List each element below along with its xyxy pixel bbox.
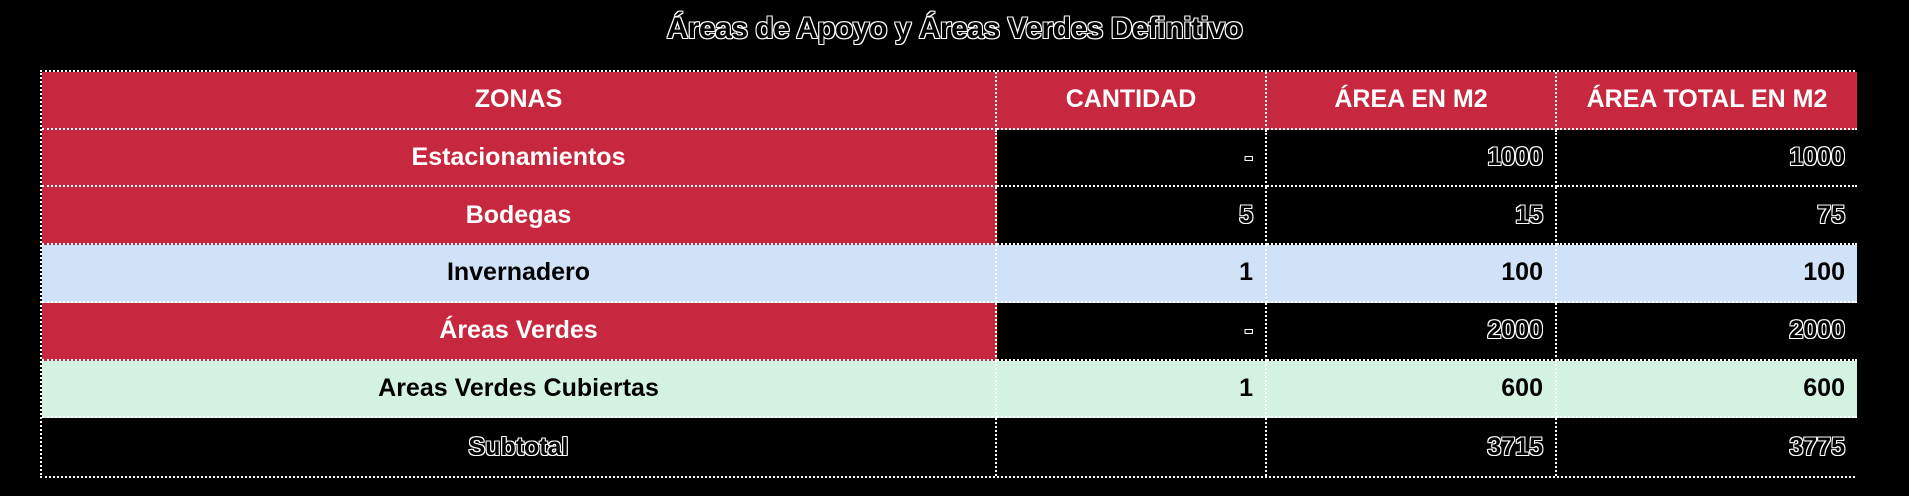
subtotal-area: 3715 — [1267, 418, 1557, 476]
area-cell: 15 — [1267, 187, 1557, 246]
area-total-cell: 2000 — [1557, 302, 1857, 361]
cantidad-cell: 1 — [997, 245, 1267, 303]
subtotal-cantidad — [997, 418, 1267, 476]
header-area-total: ÁREA TOTAL EN M2 — [1557, 72, 1857, 130]
area-total-cell: 100 — [1557, 245, 1857, 303]
header-cantidad: CANTIDAD — [997, 72, 1267, 130]
cantidad-cell: 1 — [997, 360, 1267, 419]
zona-cell: Invernadero — [42, 245, 997, 303]
zona-cell: Áreas Verdes — [42, 302, 997, 361]
cantidad-cell: - — [997, 302, 1267, 361]
subtotal-area-total: 3775 — [1557, 418, 1857, 476]
zona-cell: Estacionamientos — [42, 129, 997, 188]
area-total-cell: 600 — [1557, 360, 1857, 419]
cantidad-cell: 5 — [997, 187, 1267, 246]
areas-table: ZONAS CANTIDAD ÁREA EN M2 ÁREA TOTAL EN … — [40, 70, 1857, 478]
header-area: ÁREA EN M2 — [1267, 72, 1557, 130]
area-cell: 2000 — [1267, 302, 1557, 361]
area-cell: 600 — [1267, 360, 1557, 419]
area-cell: 100 — [1267, 245, 1557, 303]
table-title: Áreas de Apoyo y Áreas Verdes Definitivo — [666, 12, 1243, 45]
area-total-cell: 75 — [1557, 187, 1857, 246]
area-cell: 1000 — [1267, 129, 1557, 188]
zona-cell: Bodegas — [42, 187, 997, 246]
zona-cell: Areas Verdes Cubiertas — [42, 360, 997, 419]
area-total-cell: 1000 — [1557, 129, 1857, 188]
cantidad-cell: - — [997, 129, 1267, 188]
subtotal-label: Subtotal — [42, 418, 997, 476]
header-zonas: ZONAS — [42, 72, 997, 130]
